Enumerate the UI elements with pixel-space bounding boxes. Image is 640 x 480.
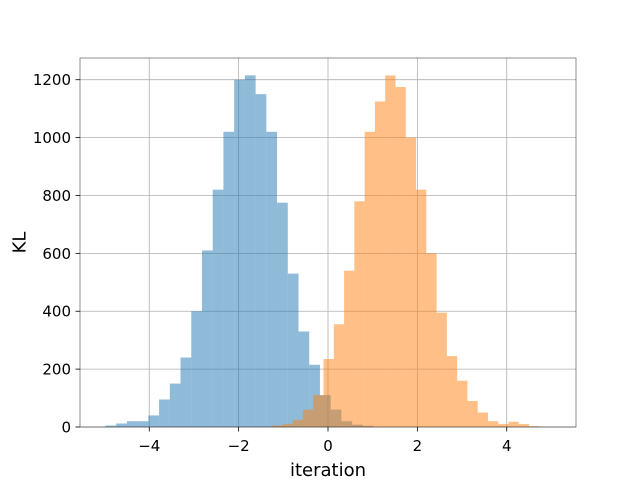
- histogram-bar: [446, 356, 458, 427]
- x-axis-label: iteration: [290, 460, 366, 480]
- histogram-bar: [529, 426, 540, 427]
- ticks: −4 −2 0 2 4 0 200 400 600 800 1000 1200: [33, 71, 512, 455]
- y-tick-label: 1200: [33, 71, 71, 89]
- histogram-bar: [212, 189, 224, 427]
- histogram-bar: [354, 201, 365, 427]
- histogram-bar: [436, 312, 447, 427]
- histogram-bar: [180, 357, 192, 427]
- histogram-bar: [272, 425, 283, 427]
- histogram-bar: [313, 395, 324, 427]
- x-tick-label: −2: [228, 437, 250, 455]
- histogram-bar: [126, 421, 138, 427]
- histogram-bar: [148, 415, 160, 427]
- histogram-bar: [416, 189, 427, 427]
- histogram-bar: [374, 101, 386, 427]
- histogram-bar: [344, 270, 355, 427]
- histogram-bar: [426, 253, 437, 427]
- histogram-bar: [364, 131, 375, 428]
- x-tick-label: 0: [323, 437, 333, 455]
- histogram-bar: [333, 324, 345, 427]
- x-tick-label: 2: [413, 437, 423, 455]
- y-tick-label: 1000: [33, 129, 71, 147]
- histogram-bar: [508, 421, 519, 427]
- histogram-bar: [234, 79, 245, 428]
- histogram-bar: [116, 423, 127, 427]
- histogram-bar: [292, 419, 303, 427]
- histogram-bar: [159, 399, 170, 427]
- y-axis-label: KL: [9, 232, 30, 254]
- histogram-bar: [518, 424, 530, 427]
- histogram-bar: [266, 131, 278, 428]
- histogram-bar: [457, 380, 468, 427]
- bars: [105, 75, 540, 428]
- histogram-bar: [395, 86, 406, 428]
- histogram-bar: [287, 273, 299, 427]
- histogram-bar: [323, 358, 334, 427]
- histogram-bar: [169, 383, 181, 427]
- histogram-bar: [201, 250, 213, 427]
- x-tick-label: −4: [138, 437, 160, 455]
- histogram-bar: [105, 425, 117, 427]
- histogram-bar: [244, 75, 256, 427]
- y-tick-label: 800: [42, 187, 71, 205]
- y-tick-label: 0: [61, 419, 71, 437]
- y-tick-label: 200: [42, 361, 71, 379]
- y-tick-label: 600: [42, 245, 71, 263]
- histogram-bar: [255, 94, 267, 428]
- histogram-bar: [223, 131, 235, 428]
- histogram-bar: [498, 424, 509, 427]
- histogram-bar: [302, 409, 314, 427]
- histogram-bar: [467, 400, 478, 427]
- histogram-bar: [298, 331, 310, 427]
- series-2: [272, 75, 540, 428]
- histogram-bar: [191, 311, 202, 427]
- histogram-bar: [487, 421, 499, 427]
- histogram-bar: [405, 137, 417, 427]
- histogram-bar: [282, 424, 293, 427]
- histogram-bar: [277, 202, 288, 427]
- histogram-bar: [477, 412, 488, 427]
- histogram-bar: [137, 421, 149, 427]
- x-tick-label: 4: [502, 437, 512, 455]
- y-tick-label: 400: [42, 303, 71, 321]
- histogram-bar: [385, 75, 396, 427]
